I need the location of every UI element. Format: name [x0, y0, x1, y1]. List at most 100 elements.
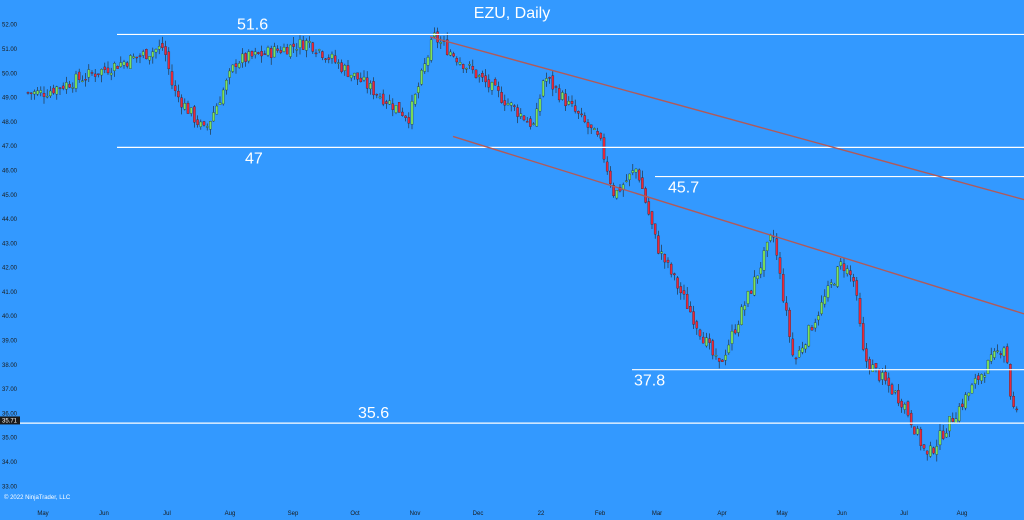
candle: [231, 64, 235, 74]
candle: [826, 280, 830, 302]
candle: [711, 338, 715, 360]
candle: [269, 45, 273, 65]
candle: [125, 61, 129, 69]
candle: [609, 166, 612, 188]
candle: [519, 108, 523, 120]
candle: [369, 80, 372, 95]
candle: [596, 127, 599, 137]
candle: [797, 346, 801, 358]
x-tick-label: Jun: [99, 511, 109, 517]
candle: [122, 59, 126, 69]
candle: [301, 36, 305, 51]
candle: [452, 51, 455, 58]
x-tick-label: Oct: [350, 511, 360, 517]
candle: [221, 87, 225, 106]
candle: [327, 54, 331, 64]
candle: [637, 168, 641, 183]
candle: [925, 450, 929, 461]
candle: [877, 368, 881, 383]
candle: [407, 112, 411, 129]
candle: [564, 89, 567, 112]
candle: [679, 282, 683, 300]
candle: [29, 92, 33, 100]
candle: [929, 441, 932, 458]
candle: [858, 292, 862, 327]
candle: [285, 43, 289, 55]
x-tick-label: Aug: [957, 511, 968, 517]
y-tick-label: 48.00: [2, 120, 18, 126]
candle: [305, 38, 308, 58]
candle: [580, 107, 583, 118]
candle: [250, 50, 254, 60]
x-tick-label: Dec: [473, 511, 484, 517]
candle: [429, 37, 433, 63]
candle: [333, 49, 337, 65]
candle: [100, 68, 103, 83]
candle: [257, 51, 260, 55]
candle: [145, 48, 148, 60]
candle: [157, 39, 161, 55]
candle: [90, 70, 94, 76]
candle: [388, 94, 391, 105]
candle: [209, 120, 212, 135]
candle: [36, 87, 39, 96]
y-tick-label: 46.00: [2, 168, 18, 174]
candle: [820, 295, 823, 316]
candle: [714, 348, 718, 360]
candle: [765, 241, 769, 257]
candle: [599, 132, 603, 141]
candle: [337, 59, 340, 69]
candle: [436, 27, 439, 49]
candle: [314, 49, 318, 58]
candle: [698, 328, 702, 340]
candle: [660, 244, 663, 260]
candle: [247, 49, 251, 64]
candle: [653, 223, 657, 239]
candle: [749, 289, 753, 295]
candle: [487, 74, 491, 93]
candle: [340, 59, 343, 74]
candle: [516, 104, 519, 124]
candle: [497, 81, 500, 98]
candle: [106, 61, 110, 75]
candle: [951, 412, 955, 423]
candle: [724, 349, 727, 366]
candle: [52, 84, 55, 95]
candle: [676, 275, 679, 295]
candle: [385, 99, 388, 109]
candle: [154, 48, 158, 59]
candle: [141, 49, 145, 59]
candle: [897, 383, 900, 407]
candle: [548, 76, 551, 84]
candle: [273, 42, 276, 58]
candle: [500, 86, 503, 104]
copyright-notice: © 2022 NinjaTrader, LLC: [4, 494, 71, 501]
candle: [266, 45, 270, 57]
candle: [663, 253, 667, 269]
chart-title: EZU, Daily: [474, 5, 550, 22]
candle: [97, 73, 100, 78]
candle: [845, 265, 849, 277]
candle: [148, 55, 151, 65]
level-label: 47: [245, 150, 263, 167]
x-tick-label: Aug: [225, 511, 236, 517]
candle: [420, 68, 423, 86]
candle: [970, 383, 974, 394]
candle: [529, 116, 532, 130]
y-tick-label: 38.00: [2, 363, 18, 369]
candle: [413, 93, 417, 107]
candle: [180, 94, 183, 115]
candle: [42, 86, 46, 104]
candle: [490, 81, 494, 95]
candle: [727, 339, 731, 355]
candles: [26, 27, 1019, 462]
candle: [378, 93, 382, 100]
candle: [973, 373, 977, 389]
candle: [218, 96, 222, 105]
candle: [967, 392, 971, 401]
candle: [362, 70, 366, 82]
candle: [695, 319, 699, 335]
x-tick-label: 22: [538, 511, 545, 517]
candle: [346, 59, 350, 78]
